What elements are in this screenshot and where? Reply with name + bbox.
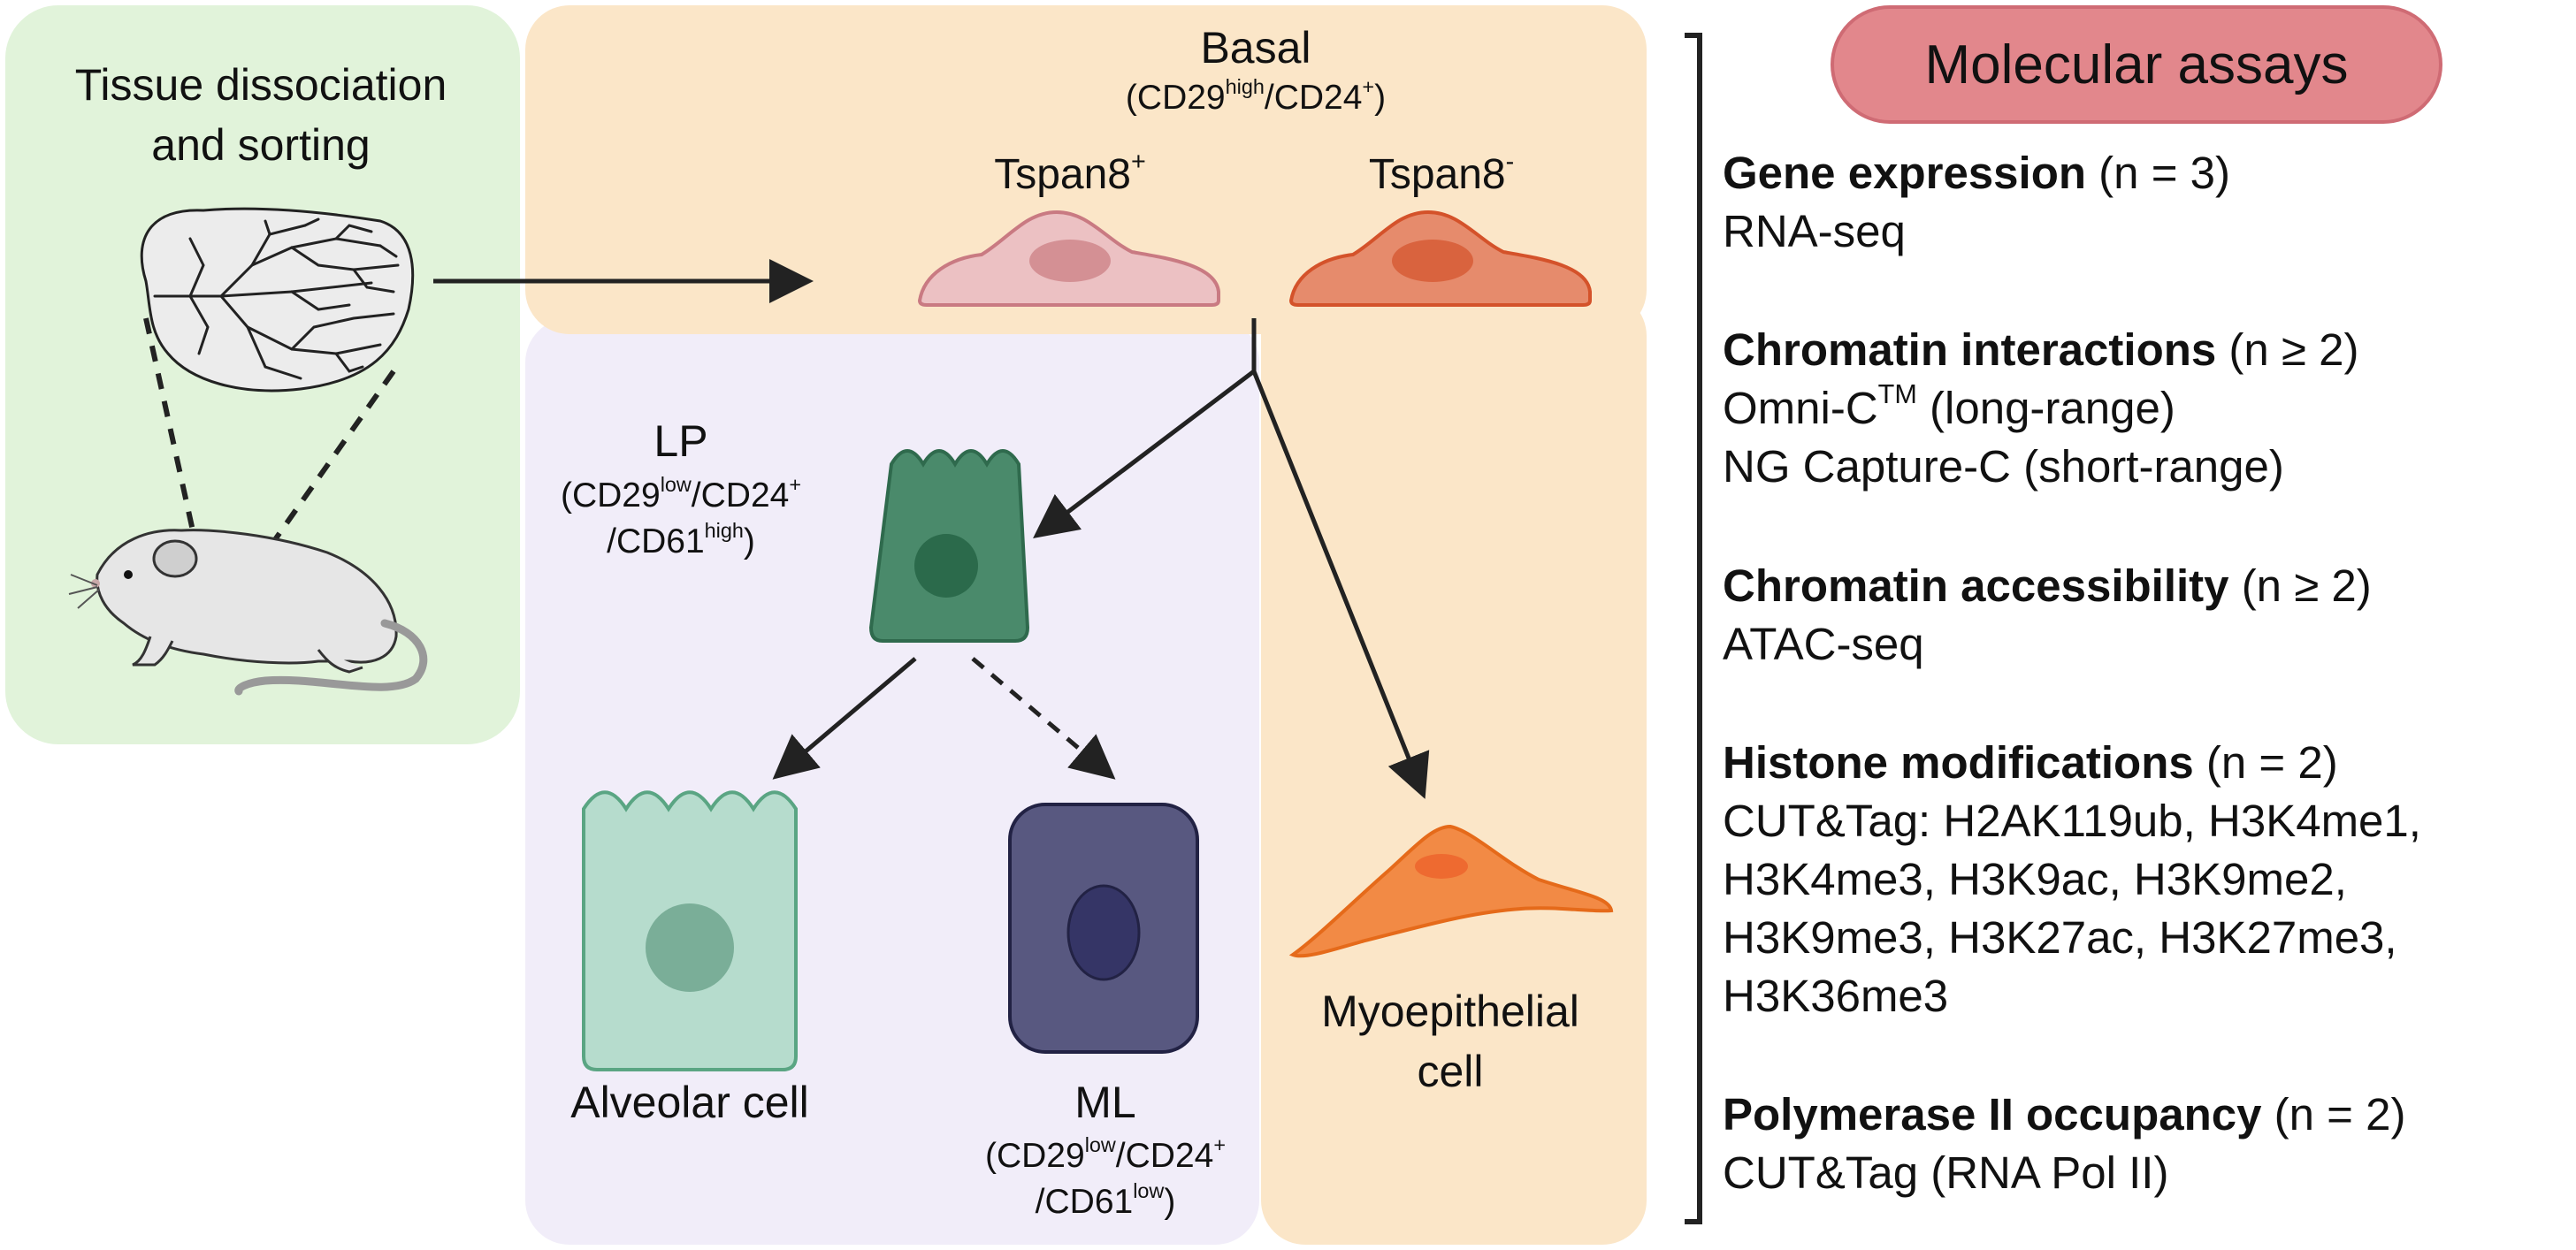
histone-modifications-line-3: H3K9me3, H3K27ac, H3K27me3,	[1723, 912, 2397, 963]
histone-modifications-line-2: H3K4me3, H3K9ac, H3K9me2,	[1723, 854, 2347, 904]
chromatin-accessibility-method: ATAC-seq	[1723, 619, 1924, 669]
chromatin-accessibility-heading: Chromatin accessibility (n ≥ 2)	[1723, 560, 2372, 611]
ml-cell	[1008, 803, 1199, 1054]
lp-title: LP	[654, 416, 708, 466]
chromatin-interactions-heading: Chromatin interactions (n ≥ 2)	[1723, 324, 2359, 375]
histone-modifications-line-4: H3K36me3	[1723, 971, 1949, 1021]
ml-markers: (CD29low/CD24+ /CD61low)	[984, 1132, 1227, 1221]
basal-title: Basal	[1200, 23, 1311, 72]
dissociation-title: Tissue dissociation and sorting	[27, 55, 495, 175]
gene-expression-method: RNA-seq	[1723, 206, 1906, 256]
dissociation-title-line1: Tissue dissociation	[74, 60, 447, 110]
bracket-icon	[1685, 33, 1702, 1224]
tspan8-neg-label: Tspan8-	[1368, 147, 1515, 198]
arrow-to-alveolar	[772, 657, 917, 780]
molecular-assays-pill: Molecular assays	[1831, 5, 2442, 124]
histone-modifications-line-1: CUT&Tag: H2AK119ub, H3K4me1,	[1723, 796, 2421, 846]
basal-markers: (CD29high/CD24+)	[1125, 74, 1387, 117]
dissociation-title-line2: and sorting	[151, 120, 371, 170]
myoepithelial-label: Myoepithelial cell	[1321, 987, 1579, 1096]
basal-panel-right	[1261, 292, 1647, 1245]
alveolar-label: Alveolar cell	[570, 1078, 809, 1127]
mammary-tissue-icon	[140, 207, 415, 393]
lp-cell	[868, 449, 1030, 643]
ml-title: ML	[1074, 1078, 1136, 1127]
mouse-icon	[68, 207, 428, 696]
polymerase-heading: Polymerase II occupancy (n = 2)	[1723, 1089, 2406, 1139]
myoepithelial-cell	[1288, 824, 1614, 958]
arrow-to-lp	[1033, 370, 1256, 539]
arrow-to-myo	[1251, 370, 1430, 799]
tspan8-pos-label: Tspan8+	[994, 147, 1146, 198]
arrow-to-ml	[971, 657, 1116, 780]
gene-expression-heading: Gene expression (n = 3)	[1723, 148, 2231, 198]
lp-markers: (CD29low/CD24+ /CD61high)	[560, 472, 802, 560]
tspan8-pos-cell	[917, 210, 1220, 307]
polymerase-method: CUT&Tag (RNA Pol II)	[1723, 1147, 2169, 1198]
chromatin-interactions-method-2: NG Capture-C (short-range)	[1723, 441, 2284, 492]
tspan8-neg-cell	[1288, 210, 1592, 307]
chromatin-interactions-method-1: Omni-CTM (long-range)	[1723, 379, 2175, 433]
histone-modifications-heading: Histone modifications (n = 2)	[1723, 737, 2338, 788]
alveolar-cell	[582, 790, 798, 1071]
